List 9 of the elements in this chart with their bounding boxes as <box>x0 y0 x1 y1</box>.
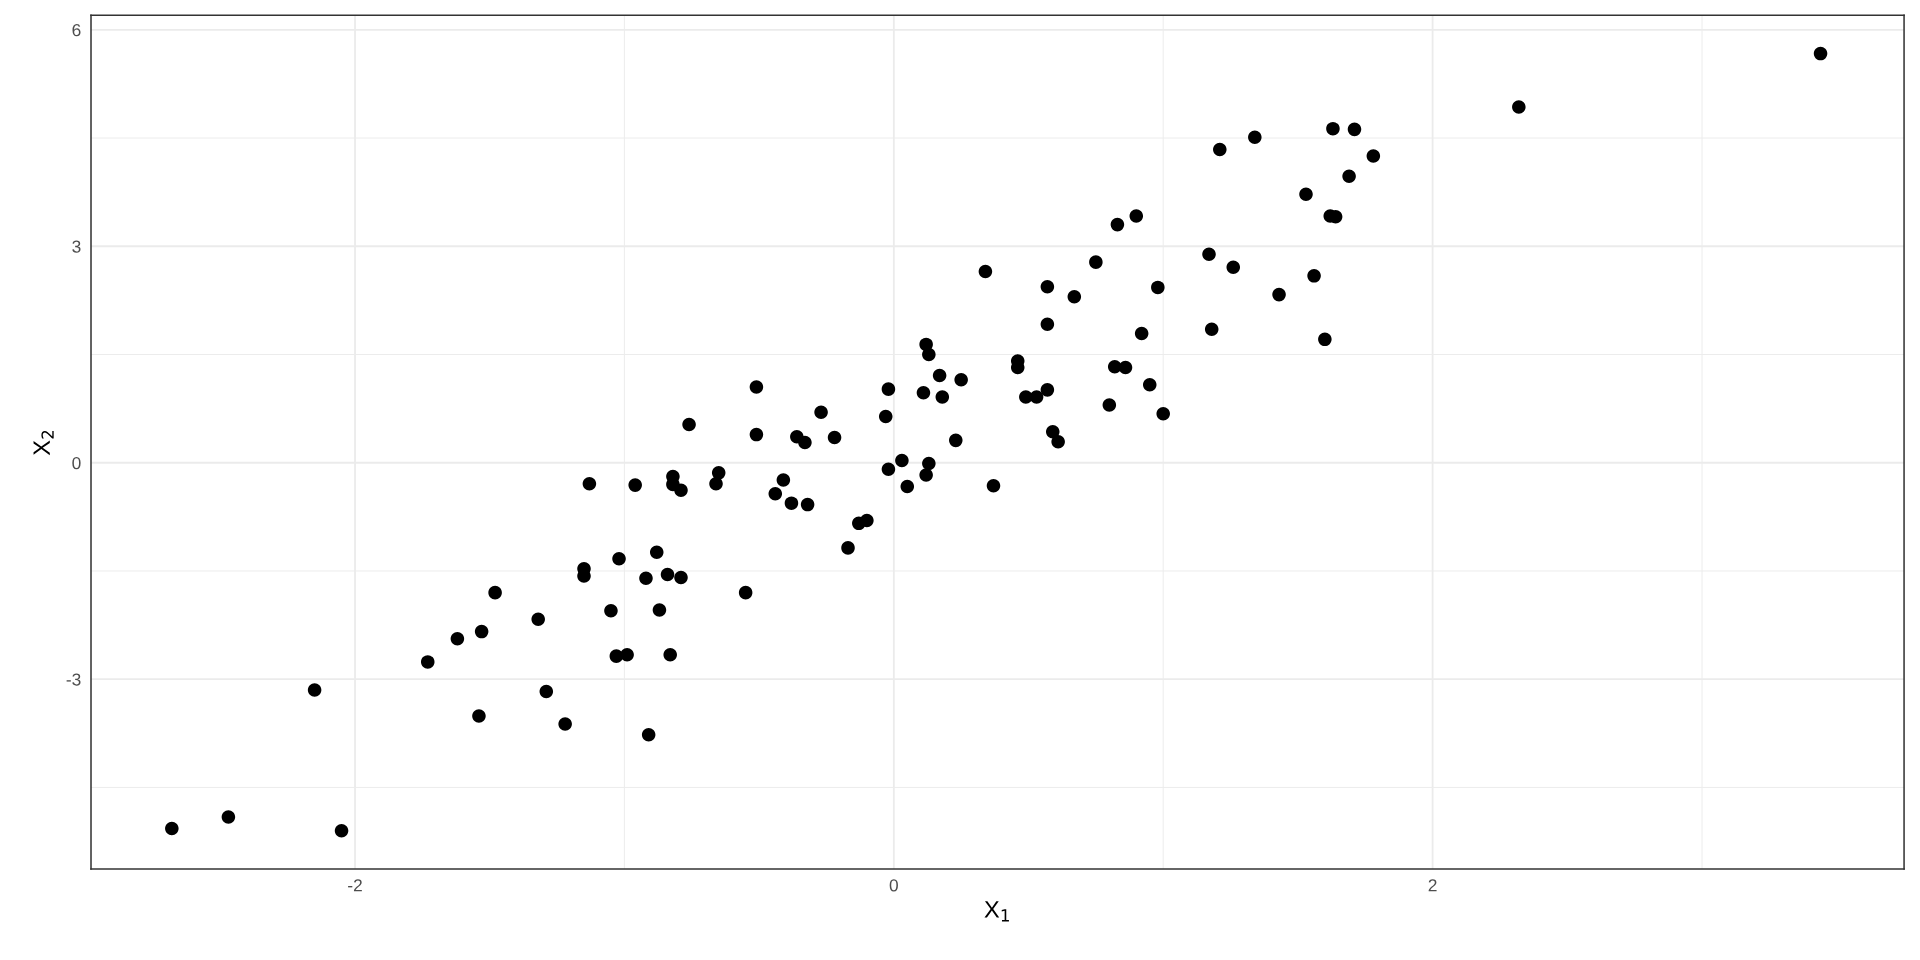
x-axis-title: X$_{1}$ <box>984 901 1009 922</box>
y-tick-label: 3 <box>72 240 81 253</box>
y-tick-label: 6 <box>72 23 81 37</box>
x-tick-label: 2 <box>1428 879 1437 892</box>
x-tick-label: 0 <box>889 879 898 892</box>
y-tick-label: 0 <box>72 456 81 470</box>
y-axis-title: X$_{2}$ <box>33 430 54 456</box>
x-tick-label: -2 <box>348 879 362 892</box>
y-tick-label: -3 <box>66 673 81 686</box>
